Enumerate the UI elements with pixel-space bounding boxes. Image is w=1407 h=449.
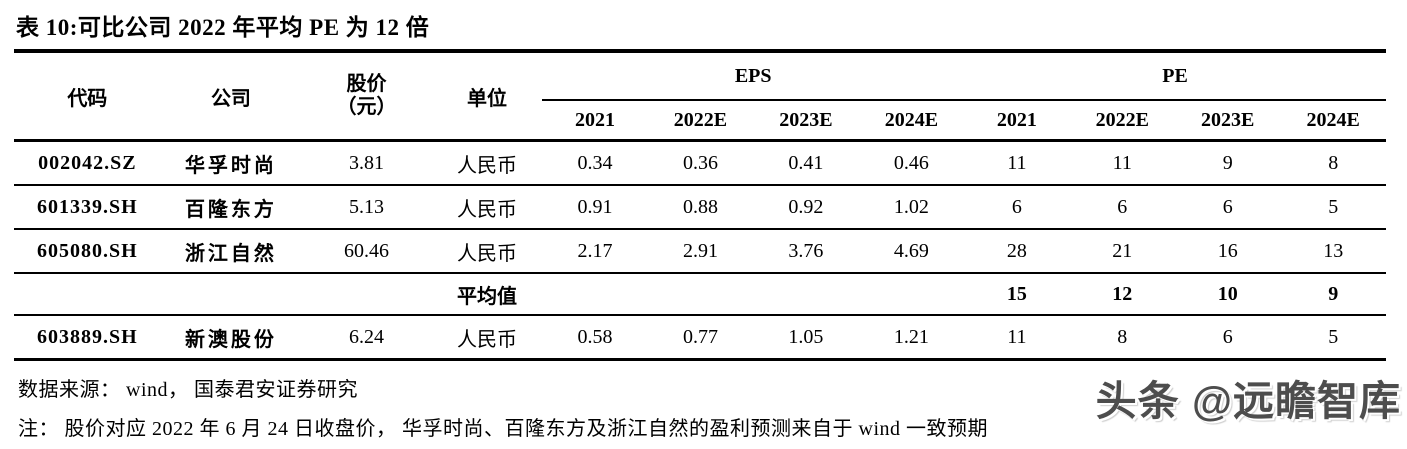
pe-year-2024e: 2024E	[1280, 100, 1386, 142]
table-title: 表 10:可比公司 2022 年平均 PE 为 12 倍	[16, 15, 430, 40]
cell-eps-2024e: 0.46	[858, 140, 965, 186]
cell-price: 60.46	[301, 229, 432, 274]
cell-pe-2023e: 9	[1175, 140, 1281, 186]
cell-price: 6.24	[301, 315, 432, 361]
cell-eps-2024e: 4.69	[858, 229, 965, 274]
pe-year-2022e: 2022E	[1069, 100, 1175, 142]
cell-pe-2021: 28	[964, 229, 1070, 274]
col-group-pe: PE	[964, 51, 1386, 101]
cell-eps-2022e: 2.91	[647, 229, 754, 274]
cell-company-empty	[160, 273, 302, 316]
table-body: 002042.SZ 华孚时尚 3.81 人民币 0.34 0.36 0.41 0…	[14, 140, 1386, 361]
pe-year-2021: 2021	[964, 100, 1070, 142]
table-row: 601339.SH 百隆东方 5.13 人民币 0.91 0.88 0.92 1…	[14, 185, 1386, 230]
cell-pe-2022e: 6	[1069, 185, 1175, 230]
cell-eps-2022e: 0.88	[647, 185, 754, 230]
table-row: 605080.SH 浙江自然 60.46 人民币 2.17 2.91 3.76 …	[14, 229, 1386, 274]
cell-eps-empty	[858, 273, 965, 316]
cell-price: 3.81	[301, 140, 432, 186]
cell-eps-2024e: 1.02	[858, 185, 965, 230]
cell-eps-2023e: 3.76	[753, 229, 859, 274]
cell-pe-2021: 11	[964, 315, 1070, 361]
average-row: 平均值 15 12 10 9	[14, 273, 1386, 316]
header-row-groups: 代码 公司 股价 （元） 单位 EPS PE	[14, 51, 1386, 142]
cell-pe-2023e: 6	[1175, 185, 1281, 230]
col-header-unit: 单位	[431, 51, 543, 142]
cell-pe-2022e: 11	[1069, 140, 1175, 186]
cell-pe-2024e: 8	[1280, 140, 1386, 186]
col-header-price-line2: （元）	[336, 96, 397, 118]
cell-eps-2024e: 1.21	[858, 315, 965, 361]
cell-company: 华孚时尚	[160, 140, 302, 186]
watermark: 头条 @远瞻智库	[1095, 378, 1401, 424]
cell-pe-2024e: 5	[1280, 185, 1386, 230]
cell-code: 002042.SZ	[14, 140, 161, 186]
avg-pe-2023e: 10	[1175, 273, 1281, 316]
cell-code-empty	[14, 273, 161, 316]
eps-year-2023e: 2023E	[753, 100, 859, 142]
cell-eps-2023e: 1.05	[753, 315, 859, 361]
cell-company: 新澳股份	[160, 315, 302, 361]
cell-pe-2022e: 8	[1069, 315, 1175, 361]
cell-eps-2023e: 0.41	[753, 140, 859, 186]
cell-price-empty	[301, 273, 432, 316]
cell-eps-2023e: 0.92	[753, 185, 859, 230]
cell-unit: 人民币	[431, 229, 543, 274]
cell-unit: 人民币	[431, 315, 543, 361]
col-header-price-line1: 股价	[346, 73, 387, 95]
cell-eps-2021: 0.91	[542, 185, 648, 230]
cell-company: 浙江自然	[160, 229, 302, 274]
cell-code: 605080.SH	[14, 229, 161, 274]
cell-pe-2022e: 21	[1069, 229, 1175, 274]
cell-eps-2021: 0.34	[542, 140, 648, 186]
cell-eps-empty	[647, 273, 754, 316]
eps-year-2021: 2021	[542, 100, 648, 142]
cell-eps-empty	[542, 273, 648, 316]
col-header-price: 股价 （元）	[301, 51, 432, 142]
cell-eps-empty	[753, 273, 859, 316]
cell-pe-2023e: 16	[1175, 229, 1281, 274]
average-label: 平均值	[431, 273, 543, 316]
cell-unit: 人民币	[431, 140, 543, 186]
avg-pe-2024e: 9	[1280, 273, 1386, 316]
cell-pe-2024e: 5	[1280, 315, 1386, 361]
cell-eps-2022e: 0.36	[647, 140, 754, 186]
cell-unit: 人民币	[431, 185, 543, 230]
cell-eps-2022e: 0.77	[647, 315, 754, 361]
cell-company: 百隆东方	[160, 185, 302, 230]
avg-pe-2021: 15	[964, 273, 1070, 316]
cell-eps-2021: 2.17	[542, 229, 648, 274]
eps-year-2024e: 2024E	[858, 100, 965, 142]
cell-code: 601339.SH	[14, 185, 161, 230]
cell-eps-2021: 0.58	[542, 315, 648, 361]
cell-pe-2021: 6	[964, 185, 1070, 230]
col-group-eps: EPS	[542, 51, 965, 101]
table-row: 603889.SH 新澳股份 6.24 人民币 0.58 0.77 1.05 1…	[14, 315, 1386, 361]
col-header-code: 代码	[14, 51, 161, 142]
col-header-company: 公司	[160, 51, 302, 142]
comparable-companies-table: 代码 公司 股价 （元） 单位 EPS PE 2021 2022E 2023E …	[14, 49, 1386, 361]
eps-year-2022e: 2022E	[647, 100, 754, 142]
cell-pe-2023e: 6	[1175, 315, 1281, 361]
cell-price: 5.13	[301, 185, 432, 230]
cell-code: 603889.SH	[14, 315, 161, 361]
pe-year-2023e: 2023E	[1175, 100, 1281, 142]
cell-pe-2021: 11	[964, 140, 1070, 186]
cell-pe-2024e: 13	[1280, 229, 1386, 274]
table-row: 002042.SZ 华孚时尚 3.81 人民币 0.34 0.36 0.41 0…	[14, 140, 1386, 186]
table-header: 代码 公司 股价 （元） 单位 EPS PE 2021 2022E 2023E …	[14, 51, 1386, 142]
header-row-years: 2021 2022E 2023E 2024E 2021 2022E 2023E …	[14, 100, 1386, 142]
avg-pe-2022e: 12	[1069, 273, 1175, 316]
data-source-note: 数据来源： wind， 国泰君安证券研究	[18, 379, 358, 401]
